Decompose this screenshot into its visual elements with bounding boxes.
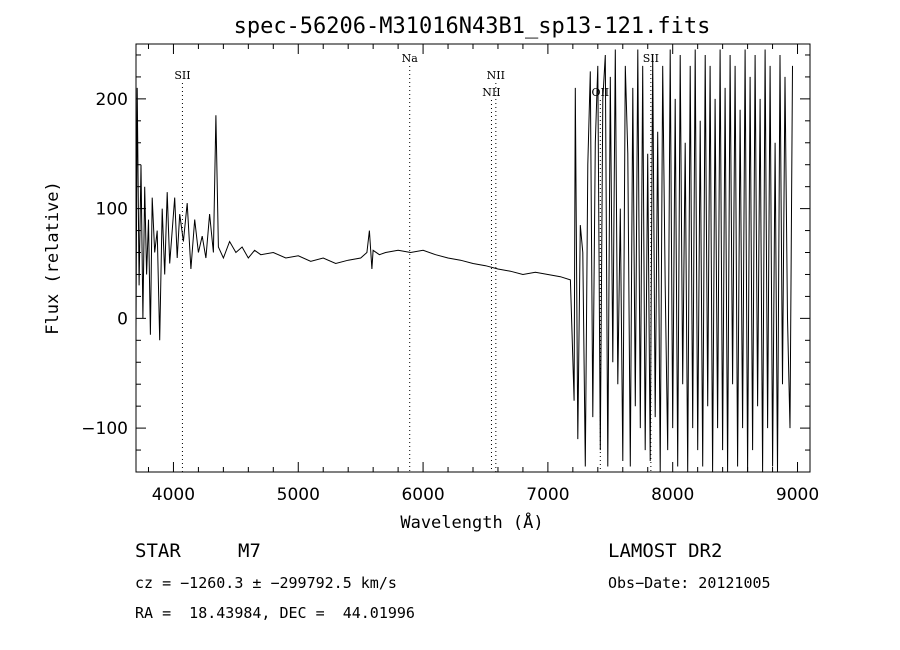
y-axis-title: Flux (relative)	[43, 181, 63, 335]
x-tick-label: 6000	[401, 485, 444, 505]
line-marker-label: NII	[482, 86, 500, 99]
line-markers: SII Na NII NII SII OII	[174, 52, 659, 472]
line-marker-label: NII	[487, 69, 505, 82]
y-tick-label: −100	[81, 419, 128, 439]
object-type: STAR	[135, 540, 181, 562]
spectrum-line	[135, 49, 793, 473]
line-marker-label: SII	[174, 69, 190, 82]
x-tick-label: 7000	[526, 485, 569, 505]
y-tick-label: 100	[96, 200, 128, 220]
x-tick-label: 4000	[152, 485, 195, 505]
chart-title: spec-56206-M31016N43B1_sp13-121.fits	[234, 14, 711, 39]
line-marker-label: OII	[591, 86, 609, 99]
axis-ticks: 4000 5000 6000 7000 8000 9000 −100 0 100 200	[81, 44, 819, 505]
line-marker-label: Na	[402, 52, 419, 65]
object-subclass: M7	[238, 540, 261, 562]
x-tick-label: 5000	[277, 485, 320, 505]
x-tick-label: 8000	[651, 485, 694, 505]
observation-date: Obs−Date: 20121005	[608, 574, 771, 592]
y-tick-label: 200	[96, 90, 128, 110]
redshift-line: cz = −1260.3 ± −299792.5 km/s	[135, 574, 397, 592]
x-tick-label: 9000	[776, 485, 819, 505]
x-axis-title: Wavelength (Å)	[400, 511, 543, 533]
line-marker-label: SII	[643, 52, 659, 65]
survey-name: LAMOST DR2	[608, 540, 723, 562]
y-tick-label: 0	[117, 309, 128, 329]
coordinates: RA = 18.43984, DEC = 44.01996	[135, 604, 415, 622]
